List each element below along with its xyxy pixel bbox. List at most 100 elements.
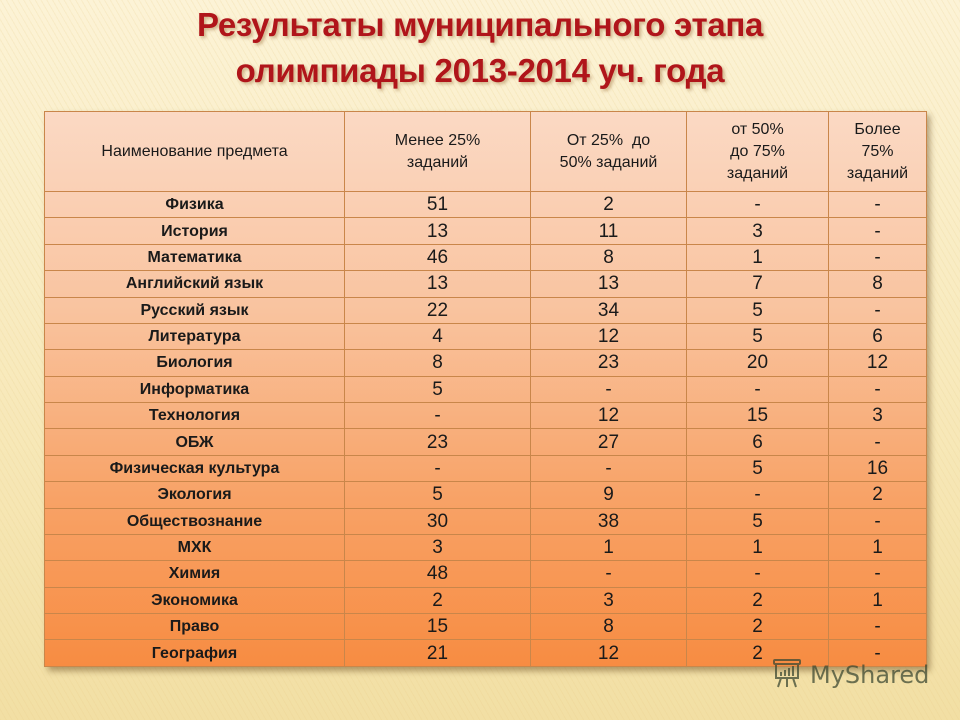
value-cell: 8 bbox=[530, 243, 687, 272]
value-cell: 34 bbox=[530, 296, 687, 324]
value-cell: 1 bbox=[530, 533, 687, 562]
value-cell: 13 bbox=[530, 270, 687, 298]
value-cell: - bbox=[530, 454, 687, 483]
value-cell: 5 bbox=[344, 481, 531, 509]
value-cell: 2 bbox=[686, 612, 829, 641]
value-cell: 20 bbox=[686, 349, 829, 377]
value-cell: 5 bbox=[344, 375, 531, 404]
header-50-75-line1: от 50% bbox=[731, 120, 784, 138]
value-cell: 12 bbox=[530, 639, 687, 667]
results-table: Наименование предмета Менее 25% заданий … bbox=[44, 111, 927, 667]
subject-cell: Биология bbox=[44, 349, 345, 377]
table-row: Математика 46 8 1 - bbox=[44, 243, 927, 272]
value-cell: 13 bbox=[344, 217, 531, 245]
header-50-75-line2: до 75% bbox=[730, 142, 785, 160]
value-cell: 8 bbox=[530, 612, 687, 641]
header-more-75: Более 75% заданий bbox=[828, 111, 927, 192]
table-row: Обществознание 30 38 5 - bbox=[44, 507, 927, 535]
header-more-75-line2: 75% bbox=[861, 142, 894, 160]
value-cell: - bbox=[686, 481, 829, 509]
subject-cell: История bbox=[44, 217, 345, 245]
value-cell: 2 bbox=[686, 639, 829, 667]
subject-cell: Технология bbox=[44, 401, 345, 430]
table-row: Химия 48 - - - bbox=[44, 560, 927, 588]
value-cell: 23 bbox=[530, 349, 687, 377]
table-header-row: Наименование предмета Менее 25% заданий … bbox=[44, 111, 927, 192]
value-cell: - bbox=[686, 375, 829, 404]
value-cell: - bbox=[828, 507, 927, 535]
value-cell: 4 bbox=[344, 322, 531, 351]
value-cell: 7 bbox=[686, 270, 829, 298]
value-cell: - bbox=[828, 190, 927, 219]
value-cell: 2 bbox=[530, 190, 687, 219]
table-row: Экономика 2 3 2 1 bbox=[44, 586, 927, 615]
value-cell: 2 bbox=[828, 481, 927, 509]
subject-cell: Химия bbox=[44, 560, 345, 588]
value-cell: - bbox=[530, 375, 687, 404]
value-cell: - bbox=[828, 560, 927, 588]
value-cell: - bbox=[828, 375, 927, 404]
header-25-50: От 25% до 50% заданий bbox=[530, 111, 687, 192]
subject-cell: ОБЖ bbox=[44, 428, 345, 456]
slide-title: Результаты муниципального этапа олимпиад… bbox=[0, 2, 960, 94]
header-50-75-line3: заданий bbox=[726, 164, 789, 182]
table-row: Экология 5 9 - 2 bbox=[44, 481, 927, 509]
value-cell: 46 bbox=[344, 243, 531, 272]
header-25-50-line2: 50% заданий bbox=[559, 153, 658, 171]
value-cell: 3 bbox=[530, 586, 687, 615]
value-cell: - bbox=[686, 560, 829, 588]
subject-cell: Литература bbox=[44, 322, 345, 351]
subject-cell: Физическая культура bbox=[44, 454, 345, 483]
value-cell: - bbox=[686, 190, 829, 219]
value-cell: 1 bbox=[828, 586, 927, 615]
header-50-75: от 50% до 75% заданий bbox=[686, 111, 829, 192]
value-cell: - bbox=[828, 296, 927, 324]
value-cell: 5 bbox=[686, 296, 829, 324]
value-cell: 8 bbox=[828, 270, 927, 298]
value-cell: 3 bbox=[828, 401, 927, 430]
value-cell: - bbox=[344, 401, 531, 430]
value-cell: 8 bbox=[344, 349, 531, 377]
table-row: Русский язык 22 34 5 - bbox=[44, 296, 927, 324]
value-cell: - bbox=[828, 639, 927, 667]
subject-cell: Экономика bbox=[44, 586, 345, 615]
slide-title-line-2: олимпиады 2013-2014 уч. года bbox=[235, 52, 725, 89]
value-cell: 2 bbox=[686, 586, 829, 615]
results-table-container: Наименование предмета Менее 25% заданий … bbox=[44, 111, 927, 667]
table-row: ОБЖ 23 27 6 - bbox=[44, 428, 927, 456]
value-cell: - bbox=[828, 612, 927, 641]
value-cell: 30 bbox=[344, 507, 531, 535]
value-cell: - bbox=[828, 217, 927, 245]
value-cell: 12 bbox=[530, 401, 687, 430]
value-cell: 3 bbox=[686, 217, 829, 245]
value-cell: 6 bbox=[828, 322, 927, 351]
value-cell: 2 bbox=[344, 586, 531, 615]
value-cell: - bbox=[828, 243, 927, 272]
subject-cell: Обществознание bbox=[44, 507, 345, 535]
table-row: Право 15 8 2 - bbox=[44, 612, 927, 641]
table-row: Биология 8 23 20 12 bbox=[44, 349, 927, 377]
value-cell: 5 bbox=[686, 454, 829, 483]
table-row: Английский язык 13 13 7 8 bbox=[44, 270, 927, 298]
slide-title-line-1: Результаты муниципального этапа bbox=[196, 6, 764, 43]
watermark: MyShared bbox=[770, 655, 929, 695]
value-cell: 21 bbox=[344, 639, 531, 667]
value-cell: 48 bbox=[344, 560, 531, 588]
value-cell: 11 bbox=[530, 217, 687, 245]
table-row: История 13 11 3 - bbox=[44, 217, 927, 245]
value-cell: 51 bbox=[344, 190, 531, 219]
header-more-75-line3: заданий bbox=[846, 164, 909, 182]
table-row: Физическая культура - - 5 16 bbox=[44, 454, 927, 483]
watermark-text: MyShared bbox=[810, 661, 930, 689]
subject-cell: МХК bbox=[44, 533, 345, 562]
value-cell: 1 bbox=[828, 533, 927, 562]
subject-cell: Физика bbox=[44, 190, 345, 219]
table-row: Литература 4 12 5 6 bbox=[44, 322, 927, 351]
header-less-25-line1: Менее 25% bbox=[394, 131, 481, 149]
table-row: Физика 51 2 - - bbox=[44, 190, 927, 219]
table-row: МХК 3 1 1 1 bbox=[44, 533, 927, 562]
subject-cell: Русский язык bbox=[44, 296, 345, 324]
value-cell: 16 bbox=[828, 454, 927, 483]
table-row: Информатика 5 - - - bbox=[44, 375, 927, 404]
subject-cell: География bbox=[44, 639, 345, 667]
